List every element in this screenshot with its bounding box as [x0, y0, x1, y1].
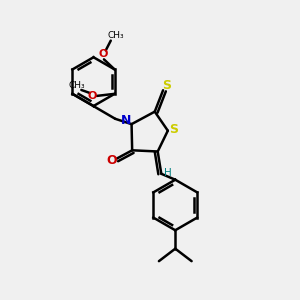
Text: N: N — [121, 114, 131, 127]
Text: H: H — [164, 168, 172, 178]
Text: O: O — [88, 91, 97, 101]
Text: CH₃: CH₃ — [69, 81, 85, 90]
Text: S: S — [169, 123, 178, 136]
Text: CH₃: CH₃ — [107, 31, 124, 40]
Text: S: S — [162, 79, 171, 92]
Text: O: O — [98, 49, 107, 59]
Text: O: O — [106, 154, 117, 166]
